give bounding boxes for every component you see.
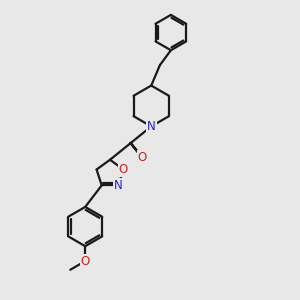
Text: N: N: [114, 179, 123, 192]
Text: O: O: [138, 151, 147, 164]
Text: N: N: [147, 120, 156, 133]
Text: O: O: [119, 163, 128, 176]
Text: O: O: [81, 255, 90, 268]
